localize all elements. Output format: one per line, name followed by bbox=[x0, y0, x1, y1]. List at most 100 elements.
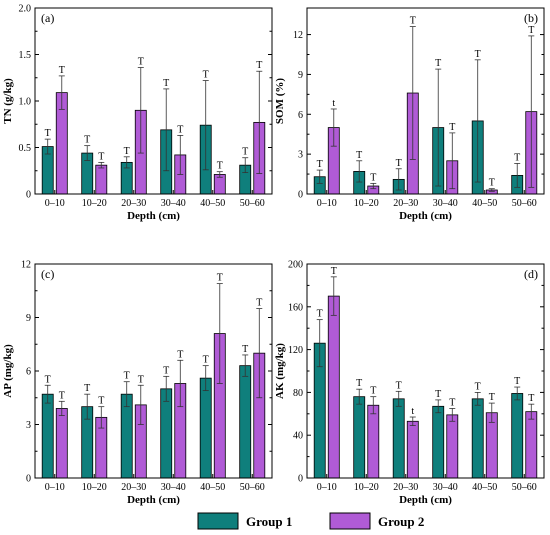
significance-label: T bbox=[410, 16, 416, 27]
legend: Group 1 Group 2 bbox=[197, 512, 424, 530]
y-tick-label: 80 bbox=[293, 388, 303, 399]
significance-label: T bbox=[370, 172, 376, 183]
y-tick-label: 160 bbox=[288, 302, 303, 313]
plot-frame bbox=[34, 263, 273, 479]
bar-group1 bbox=[199, 377, 212, 479]
y-axis-label: TN (g/kg) bbox=[2, 78, 14, 124]
plot-frame bbox=[34, 7, 273, 195]
significance-label: T bbox=[370, 386, 376, 397]
x-tick-label: 10–20 bbox=[354, 482, 379, 493]
x-tick-label: 0–10 bbox=[45, 482, 65, 493]
panel-label: (a) bbox=[41, 11, 54, 25]
bar-group1 bbox=[353, 396, 366, 479]
x-tick-label: 10–20 bbox=[82, 198, 107, 209]
legend-swatch-group2 bbox=[329, 512, 371, 530]
significance-label: T bbox=[356, 150, 362, 161]
bar-group2 bbox=[406, 420, 419, 479]
y-axis-label: SOM (%) bbox=[274, 78, 286, 124]
bar-group1 bbox=[41, 393, 54, 479]
y-tick-label: 12 bbox=[21, 260, 31, 271]
bar-group1 bbox=[511, 393, 524, 479]
bar-group1 bbox=[432, 405, 445, 479]
bar-group2 bbox=[55, 408, 68, 479]
significance-label: T bbox=[449, 397, 455, 408]
significance-label: T bbox=[489, 178, 495, 189]
significance-label: T bbox=[203, 70, 209, 81]
y-axis-label: AK (mg/kg) bbox=[274, 343, 286, 399]
significance-label: T bbox=[177, 124, 183, 135]
y-tick-label: 0 bbox=[26, 474, 31, 485]
significance-label: T bbox=[242, 344, 248, 355]
significance-label: T bbox=[396, 380, 402, 391]
panel-label: (d) bbox=[524, 267, 538, 281]
bar-group1 bbox=[239, 365, 252, 479]
significance-label: T bbox=[98, 396, 104, 407]
y-tick-label: 1.5 bbox=[19, 50, 32, 61]
significance-label: T bbox=[256, 60, 262, 71]
significance-label: T bbox=[242, 147, 248, 158]
significance-label: T bbox=[177, 349, 183, 360]
bar-group2 bbox=[446, 414, 459, 479]
significance-label: T bbox=[59, 65, 65, 76]
x-tick-label: 20–30 bbox=[121, 482, 146, 493]
panel-label: (c) bbox=[41, 267, 54, 281]
x-axis-label: Depth (cm) bbox=[127, 210, 180, 222]
panel-1: 00.51.01.52.0TT0–10TT10–20TT20–30TT30–40… bbox=[2, 4, 273, 222]
significance-label: T bbox=[45, 374, 51, 385]
y-tick-label: 6 bbox=[298, 110, 303, 121]
significance-label: T bbox=[45, 128, 51, 139]
y-tick-label: 6 bbox=[26, 367, 31, 378]
x-tick-label: 30–40 bbox=[161, 482, 186, 493]
x-axis-label: Depth (cm) bbox=[399, 494, 452, 506]
significance-label: T bbox=[217, 273, 223, 284]
panel-label: (b) bbox=[524, 11, 538, 25]
significance-label: T bbox=[138, 57, 144, 68]
significance-label: T bbox=[256, 298, 262, 309]
bar-group2 bbox=[525, 411, 538, 479]
x-axis-label: Depth (cm) bbox=[127, 494, 180, 506]
x-tick-label: 30–40 bbox=[433, 198, 458, 209]
significance-label: T bbox=[98, 151, 104, 162]
bar-group1 bbox=[471, 398, 484, 479]
y-tick-label: 2.0 bbox=[19, 4, 32, 15]
x-tick-label: 10–20 bbox=[82, 482, 107, 493]
x-tick-label: 0–10 bbox=[317, 482, 337, 493]
bar-group2 bbox=[95, 164, 108, 195]
y-tick-label: 120 bbox=[288, 345, 303, 356]
y-tick-label: 0 bbox=[298, 190, 303, 201]
bar-group1 bbox=[160, 388, 173, 479]
x-tick-label: 40–50 bbox=[200, 482, 225, 493]
y-tick-label: 200 bbox=[288, 260, 303, 271]
x-tick-label: 0–10 bbox=[317, 198, 337, 209]
significance-label: T bbox=[331, 266, 337, 277]
x-tick-label: 20–30 bbox=[393, 482, 418, 493]
bar-group2 bbox=[367, 404, 380, 479]
significance-label: T bbox=[317, 159, 323, 170]
significance-label: T bbox=[59, 390, 65, 401]
x-tick-label: 30–40 bbox=[433, 482, 458, 493]
x-tick-label: 40–50 bbox=[472, 482, 497, 493]
x-tick-label: 40–50 bbox=[200, 198, 225, 209]
significance-label: T bbox=[514, 152, 520, 163]
y-tick-label: 0 bbox=[298, 474, 303, 485]
legend-swatch-group1 bbox=[197, 512, 239, 530]
y-tick-label: 9 bbox=[26, 313, 31, 324]
bar-group1 bbox=[392, 398, 405, 479]
significance-label: T bbox=[528, 393, 534, 404]
significance-label: t bbox=[332, 98, 335, 109]
x-tick-label: 20–30 bbox=[121, 198, 146, 209]
y-tick-label: 9 bbox=[298, 70, 303, 81]
significance-label: T bbox=[163, 365, 169, 376]
significance-label: T bbox=[356, 378, 362, 389]
significance-label: T bbox=[449, 122, 455, 133]
bar-group2 bbox=[327, 295, 340, 479]
significance-label: T bbox=[217, 161, 223, 172]
significance-label: T bbox=[489, 392, 495, 403]
significance-label: t bbox=[411, 406, 414, 417]
y-tick-label: 3 bbox=[298, 150, 303, 161]
plot-frame bbox=[306, 263, 545, 479]
x-tick-label: 20–30 bbox=[393, 198, 418, 209]
x-tick-label: 50–60 bbox=[512, 482, 537, 493]
significance-label: T bbox=[317, 309, 323, 320]
